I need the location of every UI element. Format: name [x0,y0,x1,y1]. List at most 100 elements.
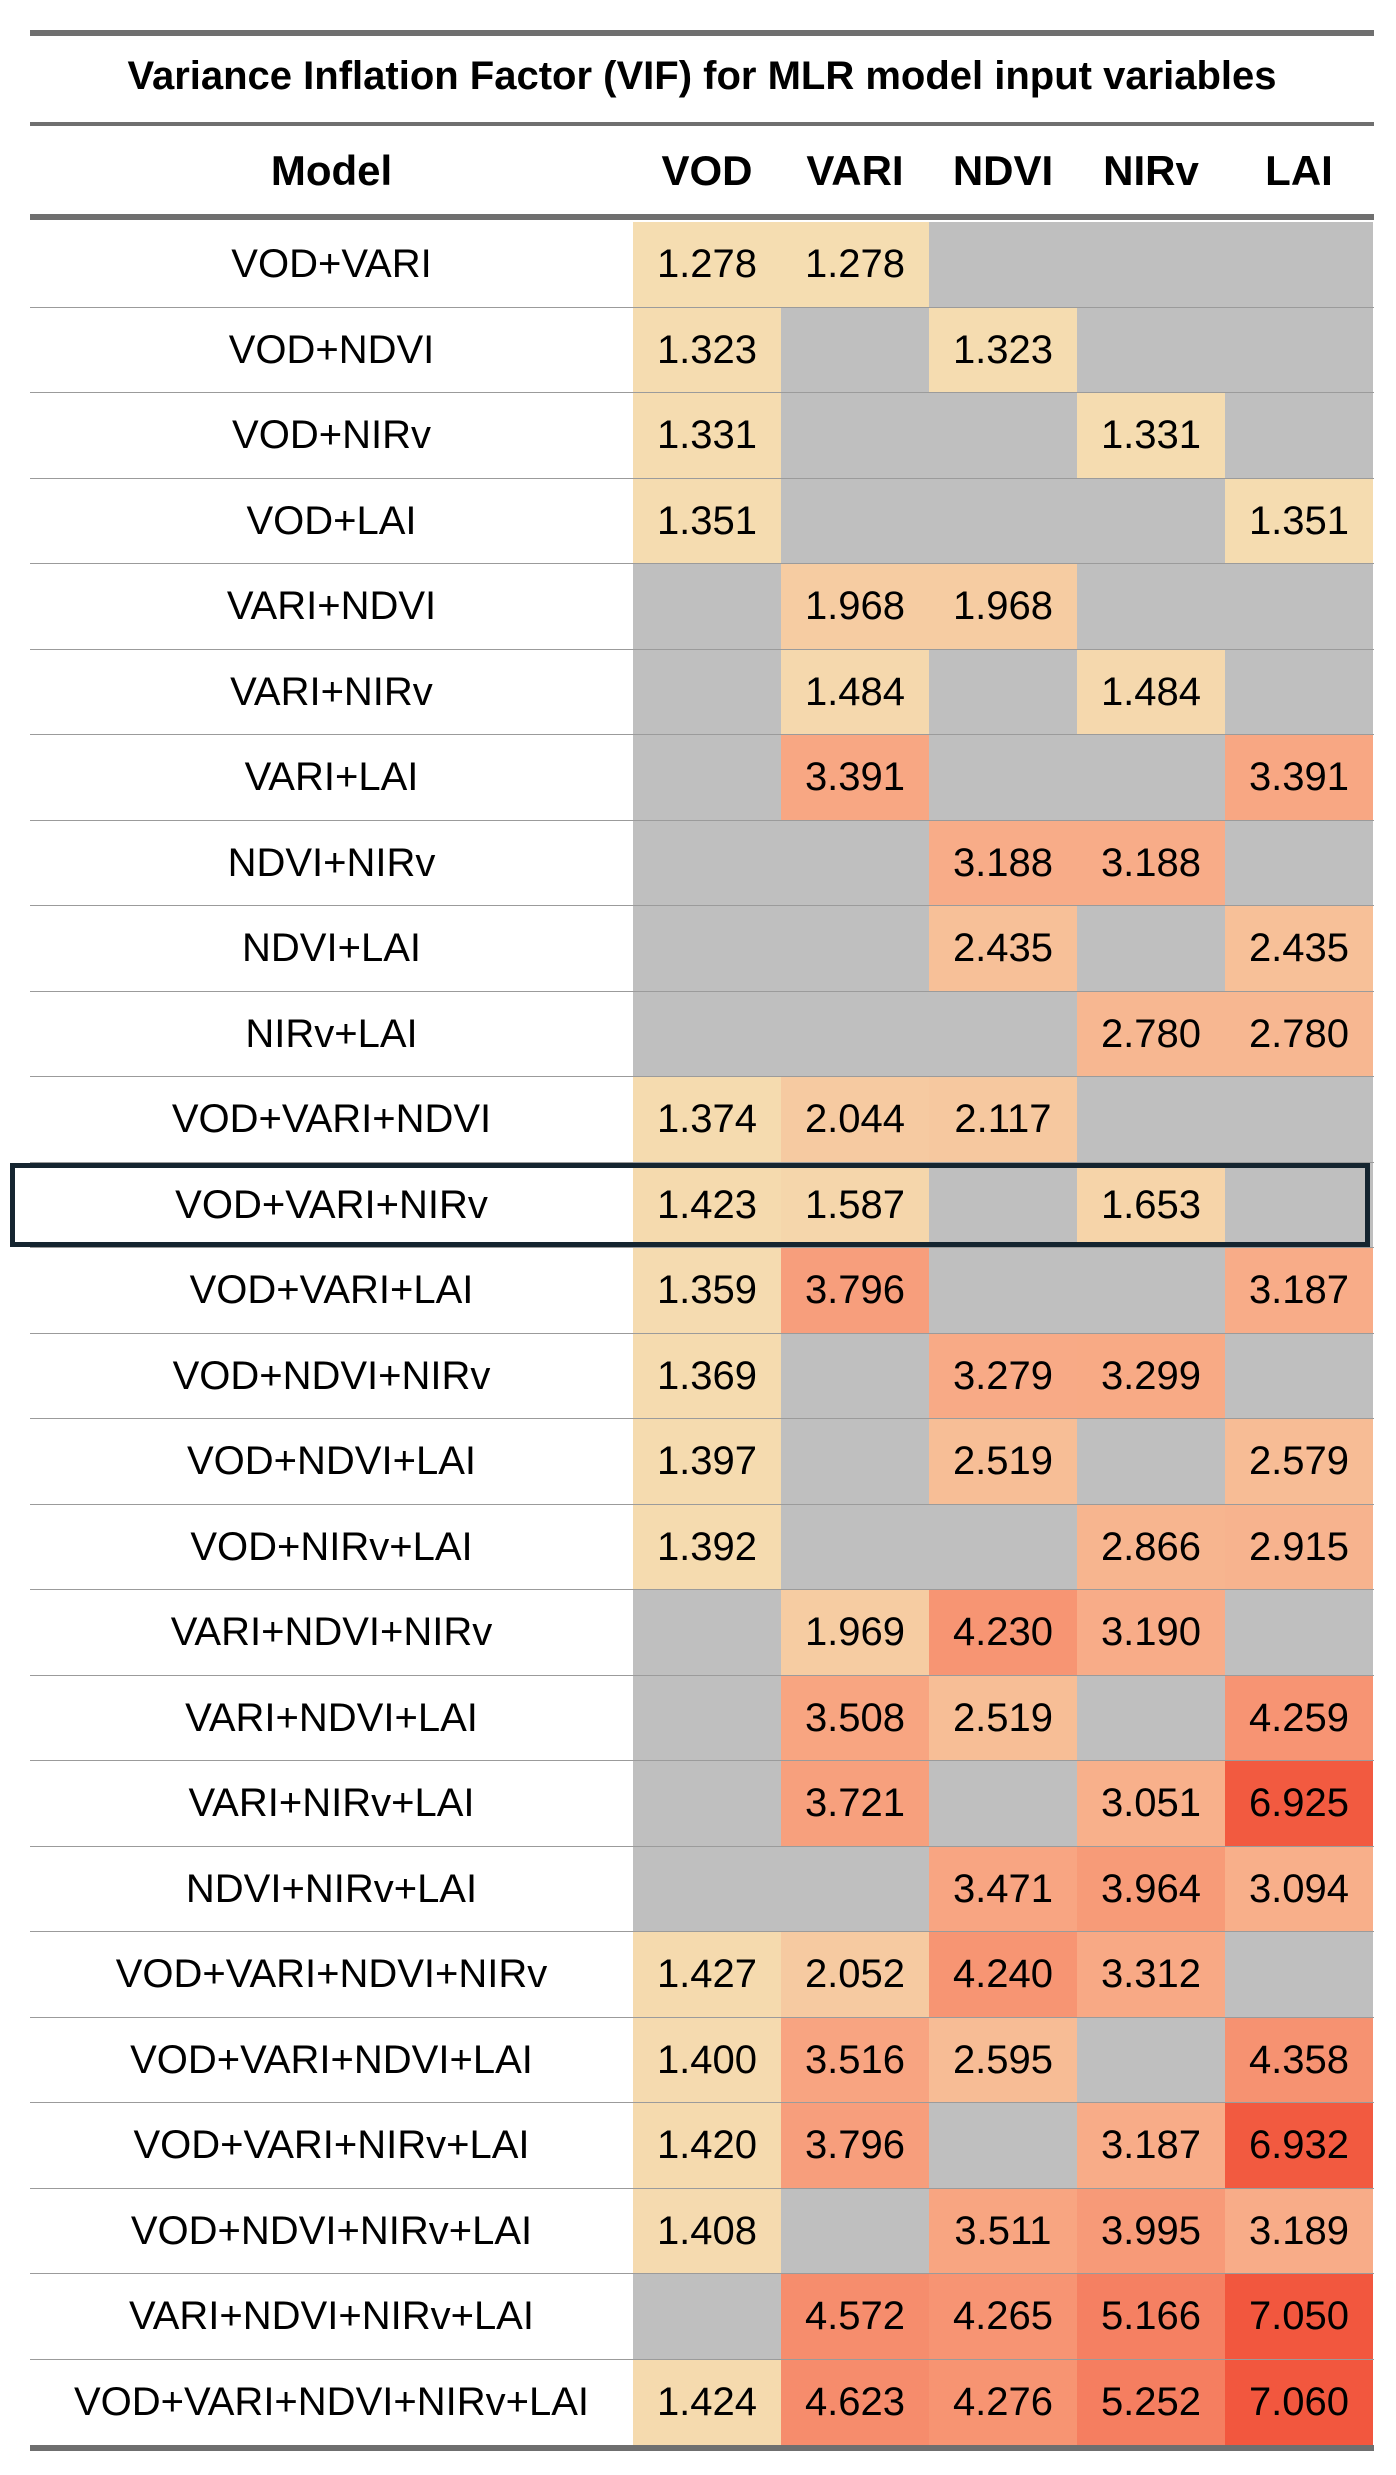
table-row: VARI+LAI 3.391 3.391 [30,735,1374,821]
vif-cell-ndvi [929,1761,1077,1846]
header-nirv: NIRv [1103,147,1199,194]
table-row: VOD+VARI 1.278 1.278 [30,222,1374,308]
vif-cell-vari [781,393,929,478]
row-separator [30,1931,1374,1932]
table-row: VOD+VARI+NDVI+NIRv 1.427 2.052 4.240 3.312 [30,1932,1374,2018]
model-name-cell: VARI+NDVI+NIRv [170,1610,493,1654]
vif-cell-lai: 2.780 [1225,992,1373,1077]
vif-cell-ndvi: 4.276 [929,2360,1077,2445]
row-separator [30,2102,1374,2103]
vif-cell-vod [633,2274,781,2359]
vif-cell-vod: 1.423 [633,1163,781,1248]
row-separator [30,1333,1374,1334]
vif-cell-lai: 3.189 [1225,2189,1373,2274]
table-row: VARI+NDVI+LAI 3.508 2.519 4.259 [30,1676,1374,1762]
vif-cell-lai [1225,393,1373,478]
vif-cell-ndvi [929,222,1077,307]
model-name-cell: NDVI+NIRv+LAI [185,1867,478,1911]
table-row: VOD+VARI+NDVI 1.374 2.044 2.117 [30,1077,1374,1163]
vif-cell-vod: 1.424 [633,2360,781,2445]
vif-cell-lai [1225,821,1373,906]
table-row: VOD+NIRv 1.331 1.331 [30,393,1374,479]
vif-cell-lai: 6.925 [1225,1761,1373,1846]
vif-cell-ndvi: 4.230 [929,1590,1077,1675]
vif-cell-vod: 1.374 [633,1077,781,1162]
row-separator [30,820,1374,821]
model-name-cell: VARI+NDVI+NIRv+LAI [129,2294,534,2338]
vif-cell-nirv: 1.331 [1077,393,1225,478]
row-separator [30,649,1374,650]
vif-cell-vari: 1.587 [781,1163,929,1248]
row-separator [30,1760,1374,1761]
vif-cell-vod: 1.351 [633,479,781,564]
vif-cell-lai: 7.050 [1225,2274,1373,2359]
vif-cell-lai [1225,650,1373,735]
vif-cell-vod [633,650,781,735]
table-row: VARI+NDVI 1.968 1.968 [30,564,1374,650]
vif-cell-ndvi: 4.265 [929,2274,1077,2359]
vif-cell-vari: 1.484 [781,650,929,735]
vif-cell-vod [633,992,781,1077]
vif-cell-nirv [1077,2018,1225,2103]
vif-cell-lai: 2.435 [1225,906,1373,991]
vif-cell-vari: 3.721 [781,1761,929,1846]
row-separator [30,563,1374,564]
vif-cell-vari: 1.968 [781,564,929,649]
vif-cell-ndvi: 3.188 [929,821,1077,906]
vif-cell-nirv: 3.188 [1077,821,1225,906]
vif-cell-vari [781,821,929,906]
model-name-cell: VOD+VARI+NDVI+NIRv+LAI [74,2380,589,2424]
row-separator [30,905,1374,906]
vif-cell-vari: 1.969 [781,1590,929,1675]
table-row: VOD+NIRv+LAI 1.392 2.866 2.915 [30,1505,1374,1591]
vif-cell-ndvi [929,393,1077,478]
model-name-cell: VOD+VARI+LAI [189,1268,474,1312]
row-separator [30,1846,1374,1847]
model-name-cell: VOD+VARI+NDVI+LAI [130,2038,533,2082]
vif-cell-ndvi: 2.519 [929,1419,1077,1504]
vif-cell-vod: 1.331 [633,393,781,478]
vif-cell-vari: 4.623 [781,2360,929,2445]
table-row: VARI+NDVI+NIRv+LAI 4.572 4.265 5.166 7.050 [30,2274,1374,2360]
vif-cell-vod: 1.427 [633,1932,781,2017]
vif-cell-lai [1225,1163,1373,1248]
vif-cell-nirv: 3.187 [1077,2103,1225,2188]
vif-cell-lai: 3.391 [1225,735,1373,820]
vif-cell-nirv: 3.995 [1077,2189,1225,2274]
table-row: VOD+NDVI 1.323 1.323 [30,308,1374,394]
vif-cell-lai [1225,1932,1373,2017]
vif-cell-vod: 1.397 [633,1419,781,1504]
row-separator [30,1589,1374,1590]
table-row: VOD+NDVI+LAI 1.397 2.519 2.579 [30,1419,1374,1505]
vif-cell-lai: 6.932 [1225,2103,1373,2188]
row-separator [30,2188,1374,2189]
vif-cell-vari [781,992,929,1077]
header-lai: LAI [1265,147,1333,194]
vif-cell-lai [1225,1077,1373,1162]
table-row: NDVI+NIRv+LAI 3.471 3.964 3.094 [30,1847,1374,1933]
vif-cell-nirv [1077,735,1225,820]
table-row: VOD+VARI+NDVI+LAI 1.400 3.516 2.595 4.358 [30,2018,1374,2104]
vif-cell-lai [1225,564,1373,649]
model-name-cell: VARI+NDVI+LAI [185,1696,478,1740]
model-name-cell: VOD+VARI+NDVI [171,1097,492,1141]
vif-cell-lai: 1.351 [1225,479,1373,564]
model-name-cell: VARI+NIRv+LAI [188,1781,475,1825]
vif-cell-ndvi [929,992,1077,1077]
vif-cell-nirv: 3.051 [1077,1761,1225,1846]
table-row: VARI+NDVI+NIRv 1.969 4.230 3.190 [30,1590,1374,1676]
model-name-cell: NIRv+LAI [245,1012,418,1056]
vif-cell-ndvi: 1.323 [929,308,1077,393]
vif-cell-vari [781,906,929,991]
vif-cell-ndvi: 2.595 [929,2018,1077,2103]
table-row: NIRv+LAI 2.780 2.780 [30,992,1374,1078]
vif-cell-vod: 1.408 [633,2189,781,2274]
vif-cell-vari: 4.572 [781,2274,929,2359]
row-separator [30,307,1374,308]
title-rule [30,122,1374,126]
model-name-cell: VARI+NIRv [230,670,433,714]
vif-cell-ndvi: 2.435 [929,906,1077,991]
vif-cell-vari [781,1505,929,1590]
model-name-cell: NDVI+NIRv [227,841,436,885]
vif-cell-vari: 1.278 [781,222,929,307]
